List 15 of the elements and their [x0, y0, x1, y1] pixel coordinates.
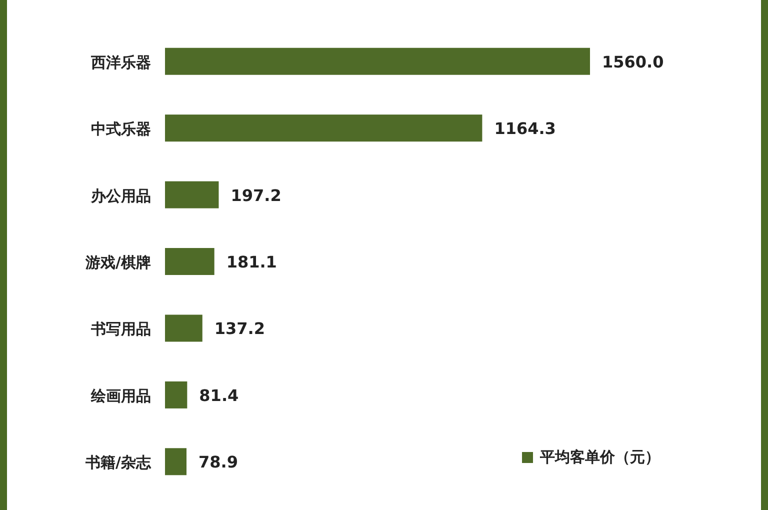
y-tick-label: 办公用品 [90, 186, 151, 205]
data-label: 78.9 [198, 452, 238, 472]
data-label: 197.2 [230, 186, 282, 205]
data-label: 1560.0 [602, 52, 664, 72]
data-label: 1164.3 [494, 119, 556, 138]
data-label: 81.4 [199, 386, 239, 405]
y-tick-label: 游戏/棋牌 [84, 254, 151, 272]
data-label: 181.1 [226, 252, 277, 272]
y-tick-label: 中式乐器 [91, 120, 151, 138]
legend-label: 平均客单价（元） [539, 448, 660, 466]
y-tick-label: 书写用品 [90, 320, 151, 338]
y-tick-label: 书籍/杂志 [84, 454, 152, 472]
y-tick-label: 西洋乐器 [90, 53, 151, 72]
data-label: 137.2 [214, 319, 265, 338]
y-tick-label: 绘画用品 [90, 386, 151, 405]
